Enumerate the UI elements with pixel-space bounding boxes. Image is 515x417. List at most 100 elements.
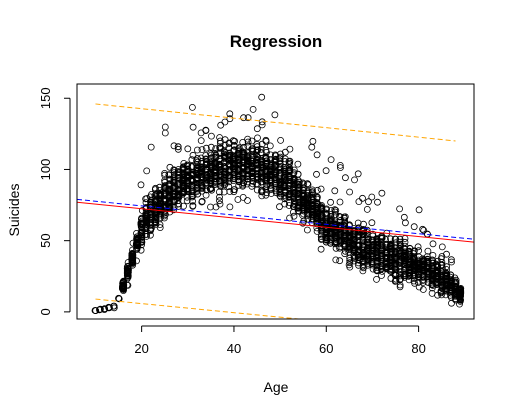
data-point (212, 169, 219, 177)
data-point (424, 247, 432, 255)
data-point (438, 243, 446, 251)
data-point (419, 286, 427, 293)
data-point (193, 188, 201, 195)
data-point (156, 195, 164, 203)
data-point (276, 203, 283, 211)
data-point (410, 247, 418, 255)
data-point (438, 258, 446, 266)
data-point (184, 145, 192, 153)
data-point (92, 307, 100, 315)
data-point (281, 155, 289, 163)
data-point (286, 214, 294, 222)
data-point (281, 148, 289, 156)
data-point (128, 253, 136, 261)
data-point (396, 205, 404, 213)
data-point (442, 291, 450, 299)
data-point (277, 136, 285, 144)
data-point (243, 152, 251, 160)
data-point (240, 179, 247, 187)
data-point (309, 205, 317, 213)
data-point (363, 226, 371, 234)
data-point (448, 299, 455, 307)
scatter-points (91, 93, 465, 315)
data-point (189, 197, 196, 205)
data-point (396, 238, 404, 246)
data-point (156, 204, 164, 212)
regression-line-4 (95, 298, 299, 319)
data-point (443, 263, 451, 271)
data-point (189, 202, 197, 210)
data-point (138, 236, 145, 244)
x-tick-label: 80 (411, 341, 425, 356)
data-point (248, 137, 256, 145)
data-point (420, 269, 428, 277)
chart-title: Regression (230, 32, 323, 51)
data-point (166, 163, 174, 171)
data-point (231, 166, 239, 174)
data-point (143, 167, 151, 175)
data-point (184, 171, 192, 178)
data-point (170, 206, 178, 214)
data-point (221, 118, 229, 126)
data-point (420, 226, 428, 234)
data-point (208, 186, 216, 194)
data-point (354, 242, 362, 250)
data-point (313, 170, 320, 178)
data-point (110, 302, 117, 310)
data-point (355, 198, 363, 206)
data-point (231, 137, 239, 145)
data-point (396, 281, 404, 289)
data-point (285, 161, 293, 168)
data-point (336, 257, 344, 265)
data-point (239, 169, 247, 177)
data-point (374, 198, 381, 206)
data-point (350, 257, 358, 265)
data-point (327, 156, 335, 164)
data-point (193, 165, 201, 173)
data-point (253, 125, 261, 133)
data-point (410, 223, 418, 231)
y-axis-label: Suicides (6, 184, 22, 237)
data-point (285, 193, 293, 201)
data-point (368, 193, 376, 201)
data-point (197, 137, 205, 145)
data-point (387, 243, 395, 251)
data-point (225, 183, 233, 191)
data-point (253, 140, 261, 148)
data-point (405, 276, 413, 284)
regression-line-1 (77, 201, 474, 243)
data-point (346, 221, 353, 229)
data-point (124, 269, 131, 277)
data-point (429, 251, 437, 259)
data-point (226, 115, 234, 123)
data-point (365, 198, 372, 206)
data-point (212, 172, 220, 180)
data-point (152, 184, 159, 192)
data-point (221, 172, 229, 180)
data-point (327, 210, 335, 218)
data-point (419, 264, 427, 272)
data-point (180, 202, 187, 210)
data-point (244, 138, 252, 146)
data-point (429, 257, 437, 265)
data-point (240, 143, 248, 151)
data-point (221, 181, 228, 189)
y-tick-label: 0 (38, 308, 53, 315)
data-point (221, 167, 229, 175)
data-point (244, 114, 252, 122)
data-point (221, 177, 229, 185)
data-point (290, 212, 298, 220)
data-point (368, 219, 376, 227)
data-point (364, 233, 372, 241)
data-point (378, 189, 386, 197)
x-axis-label: Age (264, 379, 289, 395)
data-point (456, 285, 464, 293)
data-point (258, 121, 266, 129)
data-point (364, 236, 371, 244)
y-tick-label: 100 (38, 159, 53, 181)
x-axis: 20 40 60 80 (134, 325, 426, 356)
data-point (410, 250, 418, 258)
data-point (359, 261, 367, 269)
data-point (157, 213, 165, 221)
data-point (183, 162, 191, 170)
